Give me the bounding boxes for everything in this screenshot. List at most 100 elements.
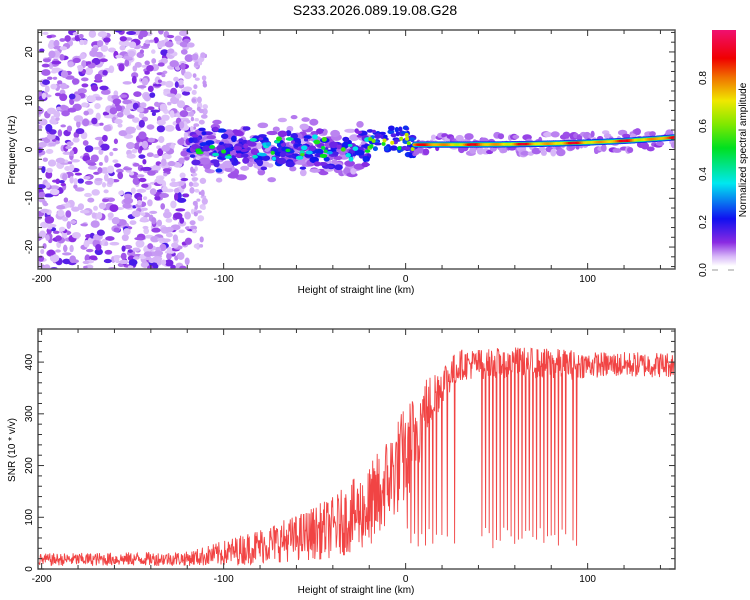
heatmap-cell — [127, 50, 136, 58]
heatmap-cell — [57, 80, 63, 85]
heatmap-cell — [113, 255, 122, 259]
heatmap-cell — [186, 42, 195, 48]
heatmap-cell — [324, 165, 334, 169]
heatmap-cell — [53, 110, 61, 118]
heatmap-cell — [74, 172, 82, 176]
heatmap-cell — [188, 181, 194, 187]
heatmap-cell — [161, 185, 168, 193]
heatmap-cell — [190, 116, 195, 122]
heatmap-cell — [118, 259, 129, 265]
colorbar-tick-label: 0.8 — [698, 71, 709, 85]
heatmap-cell — [238, 138, 244, 142]
colorbar-tick-label: 0.2 — [698, 215, 709, 229]
heatmap-cell — [200, 52, 206, 59]
heatmap-cell — [59, 93, 68, 102]
heatmap-cell — [84, 145, 94, 153]
heatmap-cell — [77, 203, 85, 211]
heatmap-cell — [216, 128, 227, 133]
heatmap-cell — [166, 34, 175, 39]
heatmap-cell — [85, 248, 94, 253]
heatmap-cell — [247, 162, 254, 168]
heatmap-cell — [62, 173, 68, 181]
heatmap-cell — [138, 177, 147, 183]
heatmap-cell — [138, 154, 146, 159]
heatmap-cell — [164, 124, 175, 132]
heatmap-cell — [256, 159, 264, 167]
y-tick-label: 100 — [24, 508, 35, 525]
heatmap-cell — [389, 145, 398, 151]
heatmap-cell — [369, 144, 374, 149]
heatmap-cell — [109, 241, 120, 246]
heatmap-cell — [71, 232, 82, 239]
heatmap-cell — [112, 98, 122, 105]
heatmap-cell — [77, 178, 84, 184]
heatmap-cell — [222, 160, 234, 169]
heatmap-cell — [122, 167, 133, 171]
heatmap-cell — [98, 202, 106, 210]
heatmap-cell — [184, 211, 191, 220]
heatmap-cell — [102, 111, 110, 116]
heatmap-cell — [340, 147, 346, 152]
heatmap-cell — [410, 147, 415, 151]
heatmap-cell — [285, 148, 291, 153]
heatmap-cell — [199, 244, 204, 248]
heatmap-cell — [42, 243, 47, 249]
heatmap-cell — [383, 145, 390, 152]
heatmap-cell — [94, 73, 103, 82]
heatmap-cell — [276, 157, 287, 165]
heatmap-cell — [305, 150, 313, 155]
heatmap-cell — [64, 35, 71, 42]
heatmap-cell — [157, 79, 162, 83]
spectrogram-heatmap — [38, 30, 675, 269]
heatmap-cell — [350, 167, 357, 175]
heatmap-cell — [111, 95, 120, 100]
heatmap-cell — [132, 177, 141, 186]
heatmap-cell — [132, 247, 141, 252]
heatmap-cell — [308, 145, 317, 151]
heatmap-cell — [123, 197, 134, 205]
heatmap-cell — [55, 235, 62, 242]
heatmap-cell — [300, 145, 308, 151]
colorbar — [712, 30, 736, 266]
heatmap-cell — [344, 160, 355, 167]
heatmap-cell — [162, 153, 172, 160]
heatmap-cell — [196, 96, 202, 104]
heatmap-cell — [84, 192, 92, 198]
heatmap-cell — [109, 204, 119, 213]
heatmap-cell — [109, 107, 118, 115]
heatmap-cell — [162, 168, 172, 172]
heatmap-cell — [300, 153, 305, 157]
heatmap-cell — [112, 159, 119, 164]
heatmap-cell — [501, 147, 508, 153]
heatmap-cell — [59, 226, 66, 232]
heatmap-cell — [270, 150, 275, 155]
heatmap-cell — [161, 238, 171, 243]
heatmap-cell — [69, 175, 74, 184]
heatmap-cell — [90, 154, 99, 163]
heatmap-cell — [179, 110, 189, 118]
heatmap-cell — [157, 62, 165, 67]
heatmap-cell — [247, 141, 257, 147]
heatmap-cell — [140, 167, 150, 171]
heatmap-cell — [45, 234, 50, 241]
heatmap-cell — [69, 150, 75, 157]
heatmap-cell — [127, 249, 133, 253]
heatmap-cell — [136, 188, 147, 193]
heatmap-cell — [106, 165, 115, 174]
heatmap-cell — [336, 144, 342, 150]
heatmap-cell — [150, 109, 160, 113]
heatmap-cell — [198, 127, 206, 132]
heatmap-cell — [166, 93, 176, 98]
heatmap-cell — [313, 161, 321, 167]
heatmap-cell — [81, 102, 89, 108]
heatmap-cell — [94, 136, 105, 141]
heatmap-cell — [83, 110, 89, 116]
heatmap-cell — [44, 216, 55, 224]
heatmap-cell — [142, 158, 147, 165]
heatmap-cell — [127, 265, 134, 269]
heatmap-cell — [117, 219, 127, 226]
heatmap-cell — [111, 217, 120, 225]
heatmap-cell — [136, 200, 143, 206]
heatmap-cell — [39, 48, 45, 53]
heatmap-cell — [309, 118, 319, 126]
